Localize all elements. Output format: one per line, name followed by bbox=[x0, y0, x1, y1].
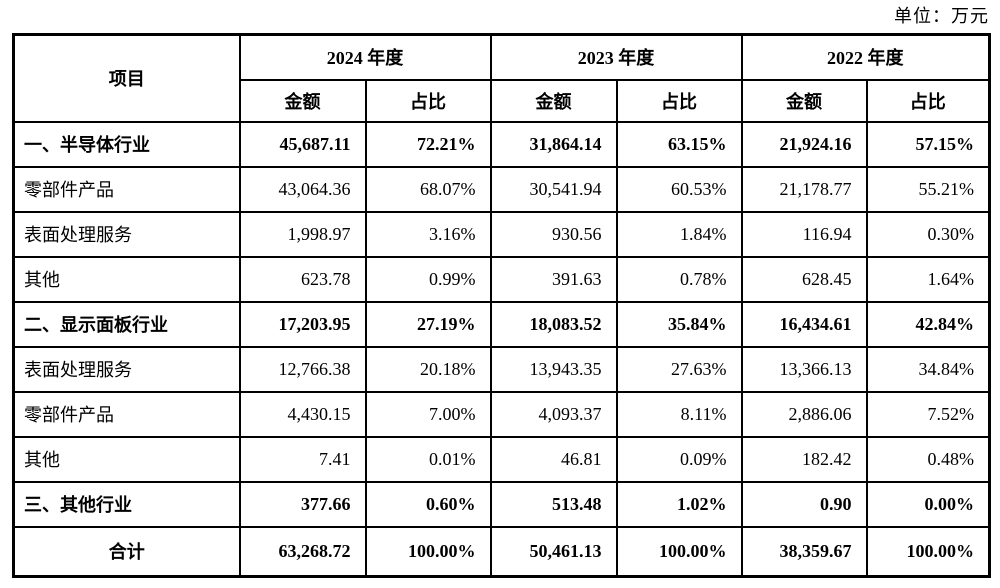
item-cell: 三、其他行业 bbox=[12, 480, 241, 528]
value-cell: 1.84% bbox=[615, 210, 743, 258]
table-row: 合计 63,268.72 100.00% 50,461.13 100.00% 38,359… bbox=[12, 525, 991, 578]
value-cell: 0.30% bbox=[865, 210, 991, 258]
value-cell: 12,766.38 bbox=[238, 345, 367, 393]
value-cell: 0.60% bbox=[364, 480, 492, 528]
value-cell: 7.41 bbox=[238, 435, 367, 483]
table-row: 表面处理服务 1,998.97 3.16% 930.56 1.84% 116.94 0.30… bbox=[12, 210, 991, 258]
value-cell: 63,268.72 bbox=[238, 525, 367, 578]
column-header-amount-2024: 金额 bbox=[238, 78, 367, 123]
value-cell: 7.00% bbox=[364, 390, 492, 438]
value-cell: 43,064.36 bbox=[238, 165, 367, 213]
value-cell: 116.94 bbox=[740, 210, 868, 258]
value-cell: 17,203.95 bbox=[238, 300, 367, 348]
value-cell: 0.48% bbox=[865, 435, 991, 483]
table-row: 零部件产品 43,064.36 68.07% 30,541.94 60.53% 21,17… bbox=[12, 165, 991, 213]
value-cell: 100.00% bbox=[364, 525, 492, 578]
value-cell: 930.56 bbox=[489, 210, 618, 258]
table-row: 其他 623.78 0.99% 391.63 0.78% 628.45 1.64% bbox=[12, 255, 991, 303]
year-header-row: 项目 2024 年度 2023 年度 2022 年度 bbox=[12, 33, 991, 123]
value-cell: 20.18% bbox=[364, 345, 492, 393]
unit-label: 单位：万元 bbox=[894, 6, 989, 26]
column-header-ratio-2022: 占比 bbox=[865, 78, 991, 123]
table-row: 其他 7.41 0.01% 46.81 0.09% 182.42 0.48% bbox=[12, 435, 991, 483]
column-header-ratio-2023: 占比 bbox=[615, 78, 743, 123]
item-cell: 二、显示面板行业 bbox=[12, 300, 241, 348]
value-cell: 16,434.61 bbox=[740, 300, 868, 348]
item-cell: 一、半导体行业 bbox=[12, 120, 241, 168]
value-cell: 21,178.77 bbox=[740, 165, 868, 213]
value-cell: 182.42 bbox=[740, 435, 868, 483]
value-cell: 100.00% bbox=[615, 525, 743, 578]
column-header-ratio-2024: 占比 bbox=[364, 78, 492, 123]
revenue-by-industry-table: 项目 2024 年度 2023 年度 2022 年度 金额 占比 金额 占比 金… bbox=[12, 33, 991, 578]
value-cell: 50,461.13 bbox=[489, 525, 618, 578]
value-cell: 18,083.52 bbox=[489, 300, 618, 348]
item-cell: 零部件产品 bbox=[12, 165, 241, 213]
value-cell: 35.84% bbox=[615, 300, 743, 348]
item-cell: 其他 bbox=[12, 255, 241, 303]
table-header: 项目 2024 年度 2023 年度 2022 年度 金额 占比 金额 占比 金… bbox=[12, 33, 991, 123]
table-row: 表面处理服务 12,766.38 20.18% 13,943.35 27.63% 13,3… bbox=[12, 345, 991, 393]
column-header-amount-2022: 金额 bbox=[740, 78, 868, 123]
value-cell: 38,359.67 bbox=[740, 525, 868, 578]
value-cell: 34.84% bbox=[865, 345, 991, 393]
value-cell: 1,998.97 bbox=[238, 210, 367, 258]
value-cell: 7.52% bbox=[865, 390, 991, 438]
value-cell: 13,943.35 bbox=[489, 345, 618, 393]
value-cell: 57.15% bbox=[865, 120, 991, 168]
item-cell: 零部件产品 bbox=[12, 390, 241, 438]
value-cell: 68.07% bbox=[364, 165, 492, 213]
table-row: 二、显示面板行业 17,203.95 27.19% 18,083.52 35.84% 16… bbox=[12, 300, 991, 348]
value-cell: 0.01% bbox=[364, 435, 492, 483]
value-cell: 0.90 bbox=[740, 480, 868, 528]
table-row: 三、其他行业 377.66 0.60% 513.48 1.02% 0.90 0.00% bbox=[12, 480, 991, 528]
table-row: 一、半导体行业 45,687.11 72.21% 31,864.14 63.15% 21,… bbox=[12, 120, 991, 168]
value-cell: 27.63% bbox=[615, 345, 743, 393]
value-cell: 623.78 bbox=[238, 255, 367, 303]
value-cell: 628.45 bbox=[740, 255, 868, 303]
value-cell: 55.21% bbox=[865, 165, 991, 213]
value-cell: 4,430.15 bbox=[238, 390, 367, 438]
item-cell: 合计 bbox=[12, 525, 241, 578]
value-cell: 72.21% bbox=[364, 120, 492, 168]
value-cell: 513.48 bbox=[489, 480, 618, 528]
value-cell: 3.16% bbox=[364, 210, 492, 258]
value-cell: 21,924.16 bbox=[740, 120, 868, 168]
value-cell: 13,366.13 bbox=[740, 345, 868, 393]
value-cell: 42.84% bbox=[865, 300, 991, 348]
value-cell: 100.00% bbox=[865, 525, 991, 578]
value-cell: 8.11% bbox=[615, 390, 743, 438]
value-cell: 2,886.06 bbox=[740, 390, 868, 438]
table-body: 一、半导体行业 45,687.11 72.21% 31,864.14 63.15% 21,… bbox=[12, 120, 991, 578]
value-cell: 27.19% bbox=[364, 300, 492, 348]
column-header-year-2022: 2022 年度 bbox=[740, 33, 991, 81]
value-cell: 63.15% bbox=[615, 120, 743, 168]
value-cell: 4,093.37 bbox=[489, 390, 618, 438]
table-row: 零部件产品 4,430.15 7.00% 4,093.37 8.11% 2,886.06 7… bbox=[12, 390, 991, 438]
item-cell: 表面处理服务 bbox=[12, 210, 241, 258]
column-header-item: 项目 bbox=[12, 33, 241, 123]
value-cell: 0.00% bbox=[865, 480, 991, 528]
value-cell: 391.63 bbox=[489, 255, 618, 303]
column-header-amount-2023: 金额 bbox=[489, 78, 618, 123]
column-header-year-2023: 2023 年度 bbox=[489, 33, 743, 81]
value-cell: 0.78% bbox=[615, 255, 743, 303]
value-cell: 1.02% bbox=[615, 480, 743, 528]
value-cell: 46.81 bbox=[489, 435, 618, 483]
value-cell: 31,864.14 bbox=[489, 120, 618, 168]
value-cell: 377.66 bbox=[238, 480, 367, 528]
item-cell: 表面处理服务 bbox=[12, 345, 241, 393]
value-cell: 30,541.94 bbox=[489, 165, 618, 213]
value-cell: 45,687.11 bbox=[238, 120, 367, 168]
column-header-year-2024: 2024 年度 bbox=[238, 33, 492, 81]
value-cell: 1.64% bbox=[865, 255, 991, 303]
item-cell: 其他 bbox=[12, 435, 241, 483]
value-cell: 0.09% bbox=[615, 435, 743, 483]
value-cell: 60.53% bbox=[615, 165, 743, 213]
sub-header-row: 金额 占比 金额 占比 金额 占比 bbox=[14, 78, 991, 123]
value-cell: 0.99% bbox=[364, 255, 492, 303]
